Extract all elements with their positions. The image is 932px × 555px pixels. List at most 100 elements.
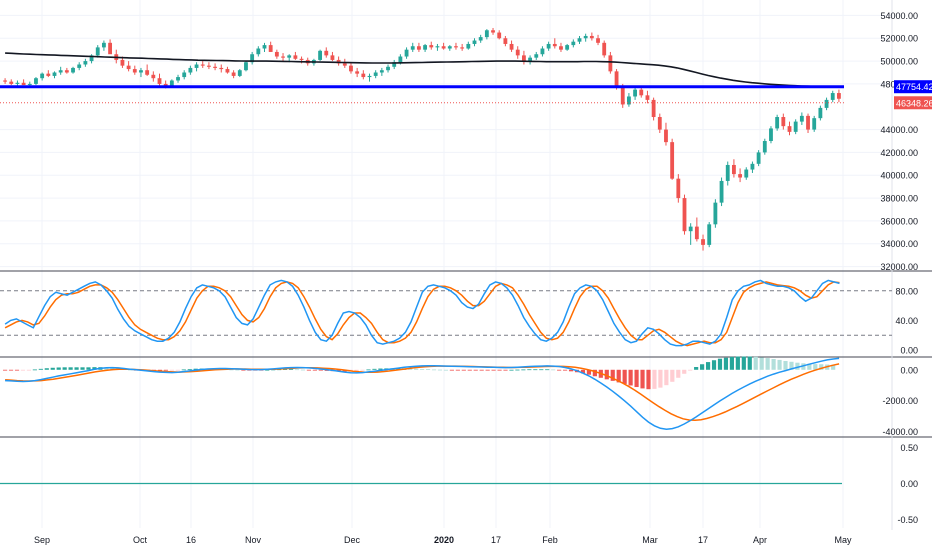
candle-body [441,46,446,49]
macd-histogram-bar [747,356,752,370]
macd-histogram-bar [32,369,37,371]
macd-histogram-bar [425,369,431,370]
candle-body [182,72,187,78]
candle-body [34,78,38,84]
candle-body [719,180,724,203]
macd-histogram-bar [86,367,91,370]
macd-histogram-bar [306,369,312,371]
candle-body [27,83,32,86]
candle-body [126,65,131,70]
macd-histogram-bar [366,369,371,371]
candle-body [651,99,656,118]
macd-histogram-bar [312,369,317,371]
macd-histogram-bar [753,356,758,370]
candle-body [633,89,638,97]
macd-histogram-bar [831,364,836,370]
candle-body [744,169,749,178]
macd-histogram-bar [765,358,770,370]
macd-histogram-bar [670,369,675,382]
macd-histogram-bar [515,369,520,371]
candle-body [379,70,384,73]
candle-body [515,49,520,56]
candle-body [509,43,514,50]
macd-histogram-bar [431,369,437,371]
macd-histogram-bar [682,369,687,374]
candle-body [596,38,600,43]
x-tick-label: Oct [133,535,148,545]
macd-histogram-bar [443,369,449,371]
osc-tick-label: 0.00 [900,479,918,489]
candle-body [688,226,693,232]
macd-histogram-bar [44,368,49,370]
candle-body [225,69,230,73]
candle-body [626,96,631,105]
candle-body [101,42,106,48]
macd-line [5,357,840,430]
candle-body [46,73,51,76]
macd-signal-line [5,363,840,422]
candle-body [657,117,662,130]
candle-body [21,82,26,86]
macd-histogram-bar [26,369,32,371]
macd-histogram-bar [711,360,717,370]
macd-histogram-bar [586,369,592,375]
macd-histogram-bar [414,368,419,370]
macd-histogram-bar [610,369,615,381]
candle-body [151,74,156,79]
macd-histogram-bar [479,369,484,371]
candle-body [620,86,625,105]
macd-histogram-bar [592,369,597,377]
macd-histogram-bar [795,362,800,370]
candle-body [169,80,174,87]
candle-body [639,89,644,96]
macd-histogram-bar [80,367,85,370]
macd-histogram-bar [20,369,26,371]
macd-histogram-bar [705,362,711,370]
candle-body [231,72,236,76]
macd-histogram-bar [181,369,186,371]
macd-histogram-bar [175,369,180,371]
candle-body [237,70,242,76]
macd-histogram-bar [735,356,740,370]
macd-histogram-bar [283,369,288,370]
macd-histogram-bar [455,369,460,371]
macd-histogram-bar [580,369,586,374]
candle-body [410,46,415,50]
macd-histogram-bar [378,368,383,370]
macd-histogram-bar [14,369,20,371]
candle-body [460,47,465,49]
candle-body [15,82,20,84]
macd-histogram-bar [694,367,699,370]
macd-histogram-bar [74,367,79,370]
macd-histogram-bar [527,369,532,371]
moving-average-line [5,52,839,88]
price-tick-label: 54000.00 [880,11,918,21]
candle-body [731,164,736,175]
macd-histogram-bar [8,369,14,371]
candle-body [200,64,205,66]
last-price-label-bg [894,96,932,110]
price-tick-label: 34000.00 [880,239,918,249]
candle-body [250,54,255,63]
candle-body [454,46,458,48]
candle-body [769,128,773,141]
candle-body [614,71,619,87]
price-tick-label: 42000.00 [880,148,918,158]
candle-body [701,239,705,245]
macd-histogram-bar [62,367,67,370]
x-tick-label: 17 [698,535,708,545]
macd-histogram-bar [807,363,812,370]
macd-histogram-bar [622,369,627,384]
candle-body [404,49,409,57]
macd-histogram-bar [193,368,198,370]
level-price-label-bg [894,80,932,94]
candle-body [64,70,69,73]
candle-body [213,66,218,68]
macd-histogram-bar [110,367,115,370]
macd-histogram-bar [92,367,97,370]
candle-body [435,46,440,48]
candle-body [268,45,273,52]
stoch-tick-label: 40.00 [895,316,918,326]
